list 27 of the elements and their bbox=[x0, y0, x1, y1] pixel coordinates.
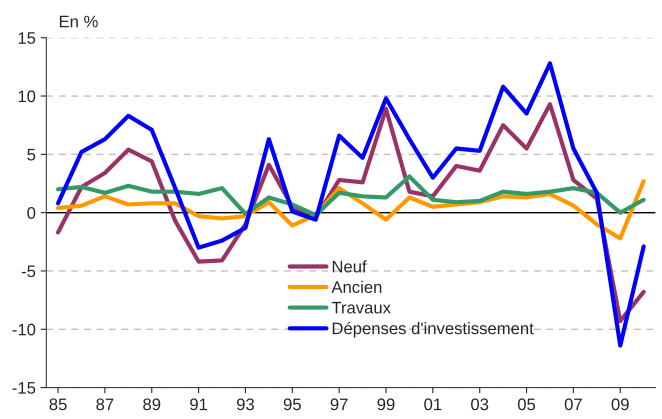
x-tick-label: 05 bbox=[518, 398, 536, 410]
y-tick-label: 5 bbox=[27, 148, 36, 161]
x-tick-label: 93 bbox=[236, 398, 254, 410]
x-tick-label: 07 bbox=[564, 398, 582, 410]
x-tick-label: 87 bbox=[96, 398, 114, 410]
y-tick-label: 0 bbox=[27, 207, 36, 219]
x-tick-label: 99 bbox=[378, 398, 394, 410]
x-tick-label: 85 bbox=[50, 398, 67, 410]
legend-label: Ancien bbox=[331, 280, 382, 294]
y-tick-label: -15 bbox=[12, 382, 36, 394]
legend-label: Neuf bbox=[332, 260, 367, 272]
y-tick-label: 10 bbox=[18, 90, 36, 102]
y-axis-title: En % bbox=[60, 16, 98, 28]
x-tick-label: 03 bbox=[471, 398, 488, 410]
line-series bbox=[56, 61, 646, 348]
x-tick-label: 89 bbox=[143, 398, 160, 410]
y-tick-label: 15 bbox=[18, 32, 36, 44]
x-tick-label: 91 bbox=[190, 398, 208, 410]
x-tick-label: 97 bbox=[330, 398, 348, 410]
line-series bbox=[56, 174, 646, 218]
x-tick-label: 09 bbox=[612, 398, 629, 410]
y-tick-label: -5 bbox=[22, 266, 36, 278]
y-tick-label: -10 bbox=[12, 324, 36, 336]
legend-label: Travaux bbox=[332, 302, 391, 314]
legend-label: Dépenses d'investissement bbox=[332, 322, 534, 338]
x-tick-label: 95 bbox=[284, 398, 301, 410]
x-tick-label: 01 bbox=[424, 398, 442, 410]
